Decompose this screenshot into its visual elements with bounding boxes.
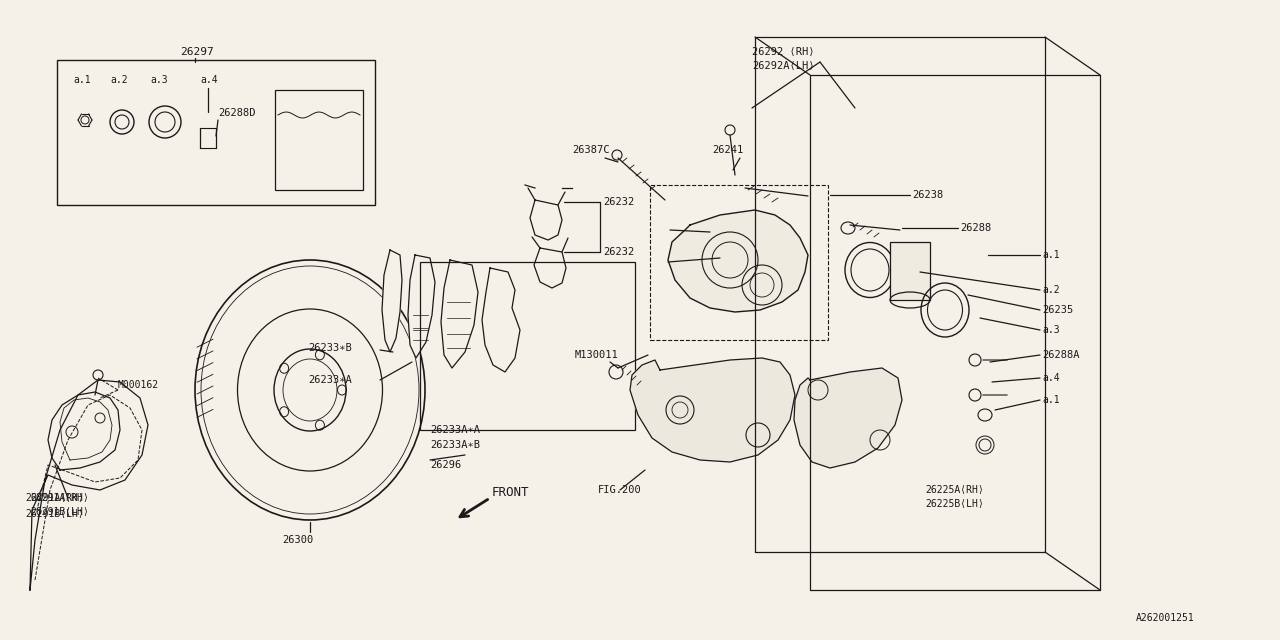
Polygon shape (408, 255, 435, 358)
Polygon shape (668, 210, 808, 312)
Text: A262001251: A262001251 (1137, 613, 1196, 623)
Polygon shape (483, 268, 520, 372)
Text: 26291B⟨LH⟩: 26291B⟨LH⟩ (26, 509, 83, 519)
Text: 26387C: 26387C (572, 145, 609, 155)
Text: FIG.200: FIG.200 (598, 485, 641, 495)
Bar (275, 90, 364, 190)
Text: 26235: 26235 (1042, 305, 1073, 315)
Text: FRONT: FRONT (492, 486, 530, 499)
Polygon shape (794, 368, 902, 468)
Text: 26233∗B: 26233∗B (308, 343, 352, 353)
Text: 26238: 26238 (913, 190, 943, 200)
Text: 26288: 26288 (960, 223, 991, 233)
Text: 26233A∗B: 26233A∗B (430, 440, 480, 450)
Text: 26288D: 26288D (218, 108, 256, 118)
Text: a.4: a.4 (200, 75, 218, 85)
Polygon shape (442, 260, 477, 368)
Text: M000162: M000162 (118, 380, 159, 390)
Bar (890, 242, 931, 300)
Text: 26291B⟨LH⟩: 26291B⟨LH⟩ (29, 507, 88, 517)
Polygon shape (630, 358, 795, 462)
Text: 26288A: 26288A (1042, 350, 1079, 360)
Text: a.1: a.1 (73, 75, 91, 85)
Text: 26291A⟨RH⟩: 26291A⟨RH⟩ (29, 493, 88, 503)
Text: 26296: 26296 (430, 460, 461, 470)
Text: 26241: 26241 (712, 145, 744, 155)
Text: 26225A⟨RH⟩: 26225A⟨RH⟩ (925, 485, 984, 495)
Text: 26232: 26232 (603, 247, 635, 257)
Text: a.2: a.2 (110, 75, 128, 85)
Bar (58, 60, 375, 205)
Text: a.4: a.4 (1042, 373, 1060, 383)
Bar (420, 262, 635, 430)
Text: a.3: a.3 (1042, 325, 1060, 335)
Text: a.3: a.3 (150, 75, 168, 85)
Text: a.1: a.1 (1042, 395, 1060, 405)
Text: 26297: 26297 (180, 47, 214, 57)
Text: 26292A⟨LH⟩: 26292A⟨LH⟩ (753, 61, 814, 71)
Text: 26292 ⟨RH⟩: 26292 ⟨RH⟩ (753, 47, 814, 57)
Text: 26300: 26300 (283, 535, 314, 545)
Text: 26233A∗A: 26233A∗A (430, 425, 480, 435)
Text: 26233∗A: 26233∗A (308, 375, 352, 385)
Text: M130011: M130011 (575, 350, 618, 360)
Text: 26291A⟨RH⟩: 26291A⟨RH⟩ (26, 493, 83, 503)
Text: a.1: a.1 (1042, 250, 1060, 260)
Text: 26225B⟨LH⟩: 26225B⟨LH⟩ (925, 499, 984, 509)
Text: a.2: a.2 (1042, 285, 1060, 295)
Text: 26232: 26232 (603, 197, 635, 207)
Bar (650, 185, 828, 340)
Polygon shape (381, 250, 402, 352)
